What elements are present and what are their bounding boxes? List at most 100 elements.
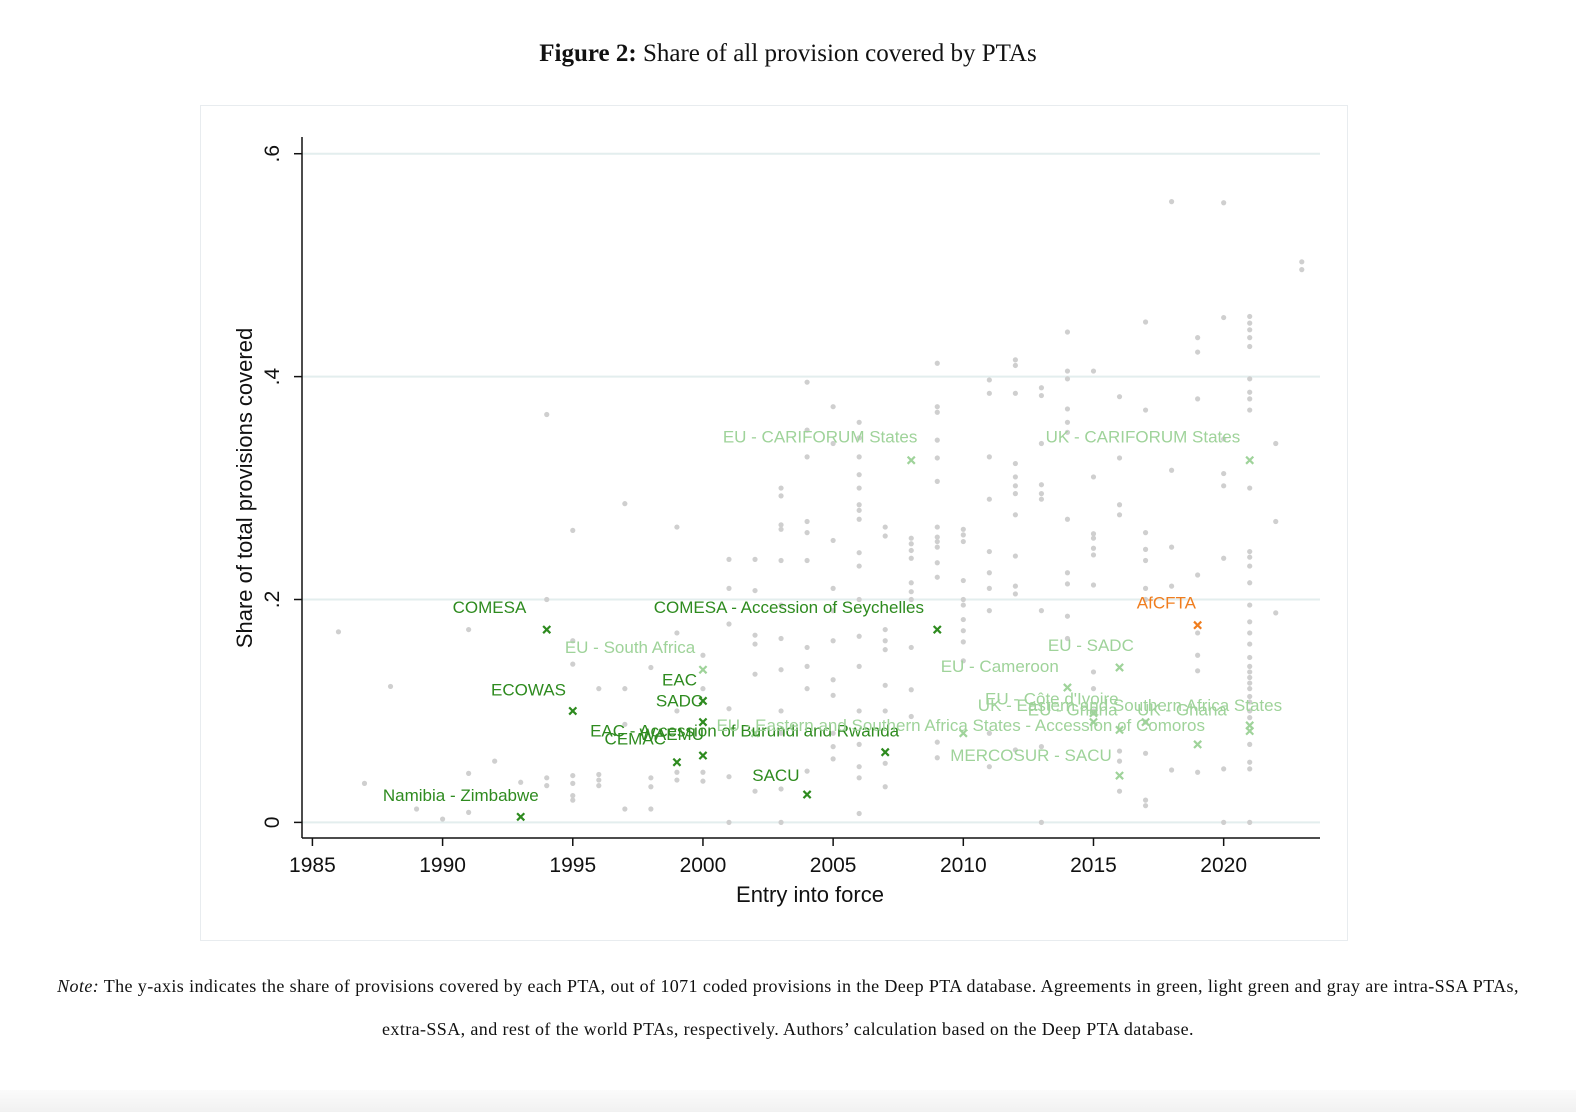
data-point [986,496,992,502]
data-point [1116,502,1123,508]
data-point [882,784,888,790]
data-point [1168,583,1175,589]
data-point [830,692,836,698]
data-point [1168,544,1175,550]
point-label: EU - SADC [1048,636,1134,655]
data-point-extra-ssa [750,728,760,738]
data-point [1247,602,1253,608]
data-point [778,786,784,792]
data-point [1142,803,1149,809]
data-point [830,744,836,750]
data-point [1012,491,1018,497]
data-point [1090,669,1097,675]
data-point [1221,470,1227,477]
data-point [934,560,940,566]
data-point [518,779,524,785]
data-point [1195,396,1201,402]
data-point [856,708,862,714]
data-point-intra-ssa [516,812,526,822]
data-point [830,638,836,644]
data-point [908,589,914,595]
data-point [856,485,862,491]
data-point [1142,319,1149,325]
data-point [700,769,706,775]
data-point [934,544,940,550]
data-point [1247,335,1253,341]
data-point [986,730,992,736]
data-point [856,810,862,817]
data-point [1221,436,1227,442]
data-point [387,683,394,690]
data-point [1247,407,1253,413]
data-point [413,806,420,812]
data-point [622,806,628,812]
data-point [856,764,862,770]
data-point [1090,582,1097,588]
data-point [804,530,810,536]
data-point [1038,482,1045,488]
data-point [1247,641,1253,647]
data-point [596,771,602,778]
x-tick-label: 1990 [419,854,466,877]
data-point [1221,555,1227,561]
data-point [1247,389,1253,395]
data-point [648,784,654,790]
data-point [752,587,758,594]
data-point [804,427,810,433]
data-point [1090,686,1097,692]
scatter-chart: 1985 1990 1995 2000 2005 2010 2015 2020 0 .2 .4 .6… [232,137,1320,907]
data-point [570,797,576,803]
point-labels: COMESA COMESA - Accession of Seychelles EC… [383,427,1282,805]
y-tick-label: .6 [261,145,284,163]
data-point-extra-ssa [1115,725,1124,735]
x-tick-label: 1995 [549,854,596,877]
data-point [1195,335,1201,341]
data-point [726,819,732,825]
data-point [1247,715,1253,721]
data-point [830,730,836,736]
data-point [648,806,654,812]
data-point [856,502,862,508]
data-point [986,570,992,576]
data-point [830,585,836,591]
data-point [882,626,888,633]
data-point [596,777,602,783]
data-point [752,788,758,794]
data-point [778,522,784,528]
data-point [1012,483,1018,489]
data-point [1064,419,1071,425]
data-point [1012,460,1018,467]
data-point [882,533,888,539]
data-point [856,550,862,556]
data-point [622,721,628,727]
data-point [778,485,784,491]
data-point [1247,320,1253,326]
data-point [830,404,836,410]
data-point-intra-ssa [568,706,578,716]
data-point [960,616,966,623]
data-point [1247,580,1253,586]
data-point [908,644,914,651]
data-point [1195,572,1201,578]
figure-title-text: Share of all provision covered by PTAs [642,40,1037,67]
data-point [856,663,862,669]
data-point [1116,394,1123,400]
data-point [1247,741,1253,747]
y-tick-label: .4 [261,368,284,386]
data-point [908,687,914,693]
point-label: SACU [752,766,799,785]
data-point-intra-ssa [698,696,708,706]
data-point [882,524,888,530]
point-label: EU - South Africa [565,638,696,657]
data-point [1247,327,1253,333]
data-point [752,671,758,677]
data-point [1116,512,1123,518]
data-point-intra-ssa [672,757,682,767]
data-point [1247,376,1253,382]
data-point [570,772,576,779]
data-point [1247,708,1253,714]
data-point [1064,429,1071,435]
data-point [960,596,966,603]
data-point [960,658,966,664]
data-point-extra-ssa [1245,455,1255,465]
